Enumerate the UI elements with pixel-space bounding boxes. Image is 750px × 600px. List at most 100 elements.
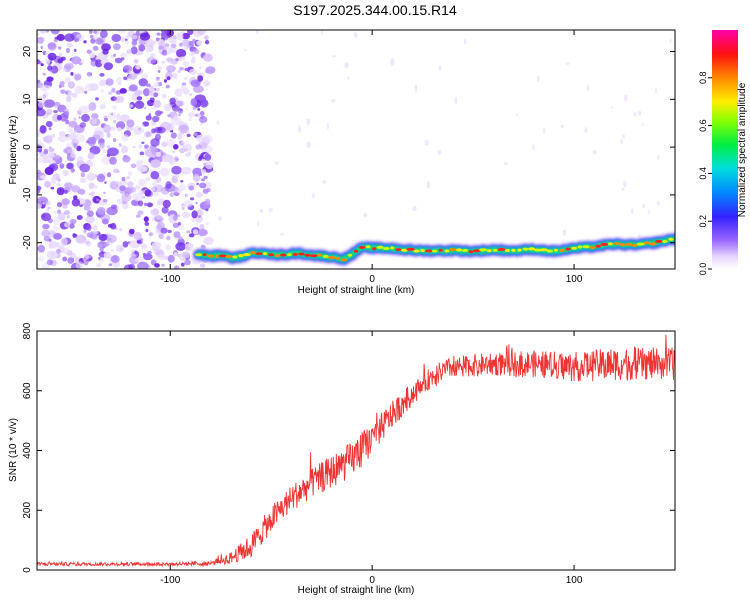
noise-speck xyxy=(188,116,193,121)
noise-speck xyxy=(116,30,126,34)
noise-speck xyxy=(48,147,55,153)
noise-speck xyxy=(176,49,182,54)
noise-speck xyxy=(124,186,133,195)
noise-speck xyxy=(642,122,644,127)
noise-speck xyxy=(48,244,54,249)
track-hotspot xyxy=(406,247,415,251)
noise-speck xyxy=(120,114,130,123)
noise-speck xyxy=(88,102,97,111)
noise-speck xyxy=(55,176,60,181)
noise-speck xyxy=(150,94,154,99)
noise-speck xyxy=(179,108,183,112)
noise-speck xyxy=(637,110,642,116)
track-hotspot xyxy=(238,254,244,258)
noise-speck xyxy=(426,181,430,189)
noise-speck xyxy=(82,257,87,262)
noise-speck xyxy=(202,134,213,144)
colorbar-tick-label: 0.0 xyxy=(698,263,708,276)
colorbar-label: Normalized spectral amplitude xyxy=(737,82,748,217)
noise-speck xyxy=(182,60,190,68)
noise-speck xyxy=(130,163,137,169)
noise-speck xyxy=(43,99,55,108)
noise-speck xyxy=(111,96,117,102)
noise-speck xyxy=(657,154,660,161)
noise-speck xyxy=(92,34,99,40)
noise-speck xyxy=(86,210,94,217)
noise-speck xyxy=(89,34,94,39)
noise-speck xyxy=(58,212,66,221)
noise-speck xyxy=(69,218,77,225)
noise-speck xyxy=(55,249,61,254)
noise-speck xyxy=(165,84,170,89)
noise-speck xyxy=(503,162,508,166)
noise-speck xyxy=(177,134,183,140)
noise-speck xyxy=(57,209,62,214)
noise-speck xyxy=(145,176,151,182)
noise-speck xyxy=(42,91,49,98)
y-tick-label: 800 xyxy=(22,322,33,339)
noise-speck xyxy=(138,200,144,207)
noise-speck xyxy=(79,163,91,173)
track-hotspot xyxy=(595,244,601,248)
noise-speck xyxy=(137,261,149,269)
noise-speck xyxy=(46,76,54,82)
noise-speck xyxy=(153,191,159,197)
noise-speck xyxy=(206,188,211,192)
noise-speck xyxy=(191,210,198,219)
noise-speck xyxy=(205,208,209,212)
track-hotspot xyxy=(232,255,238,259)
noise-speck xyxy=(62,170,69,177)
noise-speck xyxy=(133,126,145,135)
noise-speck xyxy=(192,229,199,235)
noise-speck xyxy=(353,31,358,38)
x-tick-label: -100 xyxy=(160,274,180,285)
noise-speck xyxy=(71,92,78,98)
noise-speck xyxy=(98,256,101,260)
track-hotspot xyxy=(263,252,268,256)
noise-speck xyxy=(197,108,201,111)
noise-speck xyxy=(306,118,311,126)
noise-speck xyxy=(172,35,177,40)
noise-speck xyxy=(53,211,57,214)
noise-speck xyxy=(560,124,564,129)
noise-speck xyxy=(37,196,49,205)
noise-speck xyxy=(103,62,114,71)
noise-speck xyxy=(67,81,75,89)
y-tick-label: 200 xyxy=(22,502,33,519)
noise-speck xyxy=(69,223,75,229)
noise-speck xyxy=(103,191,106,195)
noise-speck xyxy=(170,116,182,126)
noise-speck xyxy=(196,134,204,142)
noise-speck xyxy=(113,53,116,57)
noise-speck xyxy=(87,152,95,160)
noise-speck xyxy=(79,178,87,183)
noise-speck xyxy=(100,30,108,38)
noise-speck xyxy=(176,32,184,41)
noise-speck xyxy=(57,58,64,64)
noise-speck xyxy=(195,201,198,205)
noise-speck xyxy=(38,256,45,262)
noise-speck xyxy=(620,139,623,144)
noise-speck xyxy=(178,236,183,240)
noise-speck xyxy=(99,104,106,110)
noise-speck xyxy=(174,88,183,97)
snr-series-line xyxy=(37,334,675,568)
noise-speck xyxy=(79,122,87,128)
noise-speck xyxy=(96,206,106,215)
noise-speck xyxy=(136,239,142,244)
noise-speck xyxy=(178,113,181,117)
track-hotspot xyxy=(304,253,311,257)
noise-speck xyxy=(58,84,62,89)
noise-region xyxy=(37,30,672,269)
noise-speck xyxy=(322,180,327,185)
noise-speck xyxy=(148,232,154,237)
noise-speck xyxy=(139,151,145,156)
noise-speck xyxy=(150,159,161,168)
noise-speck xyxy=(127,181,134,188)
noise-speck xyxy=(59,131,66,137)
noise-speck xyxy=(86,172,96,181)
noise-speck xyxy=(119,88,127,94)
noise-speck xyxy=(119,52,128,59)
noise-speck xyxy=(201,178,206,182)
